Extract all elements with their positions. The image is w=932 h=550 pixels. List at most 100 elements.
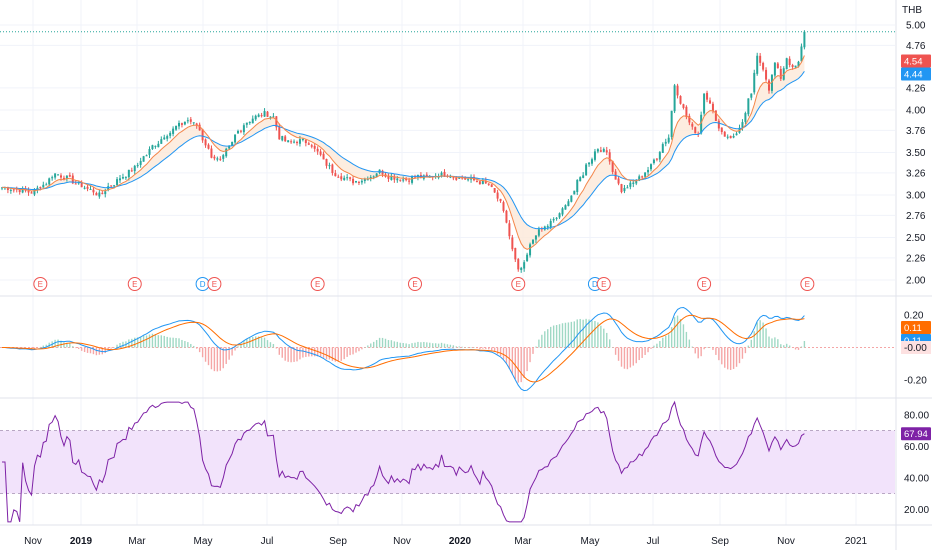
candle-body[interactable] [608, 152, 611, 162]
candle-body[interactable] [83, 187, 86, 189]
candle-body[interactable] [720, 127, 723, 133]
candle-body[interactable] [425, 174, 428, 177]
macd-line[interactable] [2, 306, 805, 392]
candle-body[interactable] [60, 175, 62, 178]
candle-body[interactable] [139, 160, 142, 165]
candle-body[interactable] [48, 178, 51, 185]
candle-body[interactable] [496, 192, 499, 199]
candle-body[interactable] [773, 62, 776, 76]
candle-body[interactable] [667, 137, 670, 143]
candle-body[interactable] [310, 145, 313, 147]
candle-body[interactable] [759, 55, 762, 63]
candle-body[interactable] [652, 159, 655, 163]
candle-body[interactable] [803, 31, 806, 48]
price-scale[interactable]: THB 5.00 4.76 4.26 4.00 3.76 3.50 3.26 3.00 2.76… [901, 5, 931, 516]
earnings-marker[interactable] [511, 277, 526, 291]
fast-moving-average-line[interactable] [2, 55, 805, 250]
candle-body[interactable] [304, 140, 307, 144]
candle-body[interactable] [591, 159, 593, 164]
candle-body[interactable] [573, 190, 576, 195]
candle-body[interactable] [490, 184, 493, 187]
candle-body[interactable] [322, 153, 325, 160]
candle-body[interactable] [650, 164, 652, 170]
candle-body[interactable] [372, 176, 375, 178]
candle-body[interactable] [349, 177, 352, 179]
candle-body[interactable] [127, 169, 130, 178]
earnings-marker[interactable] [127, 277, 142, 291]
candle-body[interactable] [623, 187, 626, 192]
candle-body[interactable] [301, 139, 304, 141]
candle-body[interactable] [756, 55, 759, 74]
candle-body[interactable] [225, 148, 228, 157]
candle-body[interactable] [791, 65, 794, 68]
candle-body[interactable] [337, 176, 340, 178]
candle-body[interactable] [396, 178, 399, 181]
candle-body[interactable] [30, 192, 33, 194]
candle-body[interactable] [186, 120, 189, 122]
candle-body[interactable] [508, 223, 511, 237]
candle-body[interactable] [706, 92, 709, 100]
candle-body[interactable] [352, 178, 355, 184]
candle-body[interactable] [296, 142, 298, 144]
candle-body[interactable] [281, 136, 284, 141]
candle-body[interactable] [113, 185, 116, 187]
candle-body[interactable] [685, 106, 688, 118]
candle-body[interactable] [673, 85, 676, 112]
candle-body[interactable] [363, 178, 366, 182]
rsi-pane[interactable] [0, 400, 895, 523]
candle-body[interactable] [366, 179, 369, 181]
candle-body[interactable] [266, 111, 269, 117]
candle-body[interactable] [57, 174, 60, 176]
candle-body[interactable] [42, 184, 45, 188]
candle-body[interactable] [357, 181, 360, 183]
candle-body[interactable] [800, 46, 803, 62]
candle-body[interactable] [210, 148, 213, 158]
candle-body[interactable] [169, 132, 172, 136]
candle-body[interactable] [735, 133, 738, 136]
candle-body[interactable] [567, 201, 570, 207]
candle-body[interactable] [726, 136, 729, 138]
candle-body[interactable] [334, 173, 337, 177]
candle-body[interactable] [313, 145, 316, 149]
candle-body[interactable] [340, 176, 343, 180]
candle-body[interactable] [89, 189, 92, 191]
candle-body[interactable] [319, 151, 322, 155]
candle-body[interactable] [744, 113, 747, 122]
candle-body[interactable] [405, 178, 408, 181]
candle-body[interactable] [785, 58, 788, 70]
candle-body[interactable] [723, 131, 726, 137]
candle-body[interactable] [605, 150, 608, 153]
candle-body[interactable] [546, 226, 549, 228]
candle-body[interactable] [290, 141, 293, 143]
candle-body[interactable] [532, 239, 534, 244]
candle-body[interactable] [676, 85, 679, 96]
candle-body[interactable] [714, 110, 717, 121]
candle-body[interactable] [552, 219, 555, 221]
candle-body[interactable] [493, 188, 496, 193]
candle-body[interactable] [747, 98, 750, 115]
candle-body[interactable] [219, 158, 222, 160]
candle-body[interactable] [402, 179, 405, 181]
candle-body[interactable] [160, 139, 163, 144]
candle-body[interactable] [464, 177, 467, 180]
candle-body[interactable] [487, 183, 490, 185]
candle-body[interactable] [638, 176, 641, 181]
candle-body[interactable] [178, 122, 180, 127]
candle-body[interactable] [154, 145, 157, 147]
candle-body[interactable] [700, 114, 703, 134]
candle-body[interactable] [175, 125, 178, 130]
candle-body[interactable] [151, 145, 154, 150]
candle-body[interactable] [180, 123, 183, 125]
candle-body[interactable] [452, 177, 455, 179]
candle-body[interactable] [558, 213, 561, 218]
candle-body[interactable] [234, 134, 237, 143]
rsi-line[interactable] [2, 400, 805, 523]
candle-body[interactable] [192, 122, 195, 124]
candle-body[interactable] [18, 189, 21, 193]
earnings-marker[interactable] [310, 277, 325, 291]
candle-body[interactable] [596, 149, 599, 152]
candle-body[interactable] [655, 158, 658, 160]
candle-body[interactable] [520, 267, 523, 271]
candle-body[interactable] [776, 63, 779, 69]
